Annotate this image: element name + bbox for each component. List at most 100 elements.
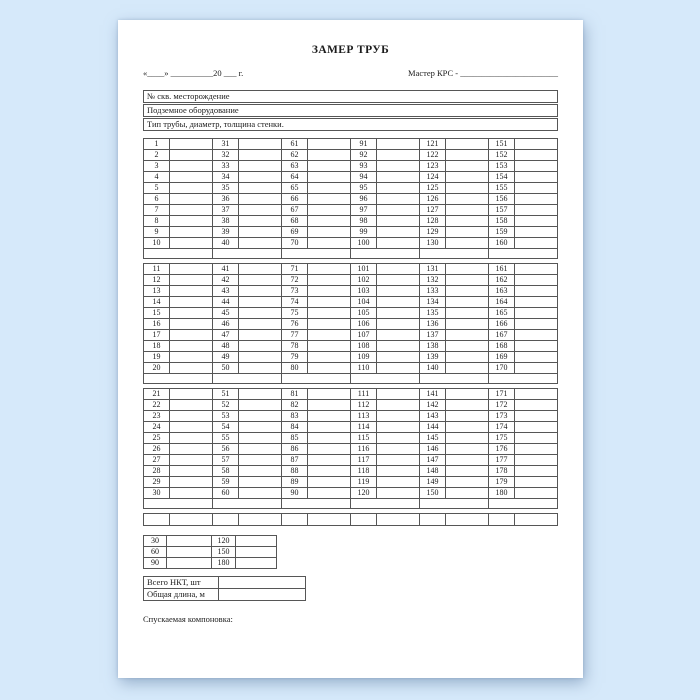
pipe-value-cell: [514, 138, 558, 150]
pipe-number-cell: 2: [143, 149, 170, 161]
totals-label-cell: Общая длина, м: [143, 588, 219, 601]
summary-row: 30 120: [143, 535, 277, 547]
summary-row: 60 150: [143, 546, 277, 558]
block-separator-cell: [419, 498, 489, 509]
block-separator-cell: [419, 248, 489, 259]
pipe-number-cell: 93: [350, 160, 377, 172]
pipe-number-cell: 150: [419, 487, 446, 499]
pipe-block-table: 11 41 71 101 131 161 12 42 72 102 132 162 13 43 73 103 1…: [143, 263, 558, 384]
page-title: ЗАМЕР ТРУБ: [311, 44, 390, 56]
extra-value-cell: [445, 513, 489, 526]
pipe-number-cell: 95: [350, 182, 377, 194]
summary-value-cell: [166, 546, 212, 558]
pipe-number-cell: 39: [212, 226, 239, 238]
pipe-value-cell: [514, 193, 558, 205]
pipe-value-cell: [169, 204, 213, 216]
pipe-value-cell: [514, 215, 558, 227]
totals-row: Общая длина, м: [143, 588, 306, 601]
pipe-value-cell: [376, 285, 420, 297]
pipe-number-cell: 141: [419, 388, 446, 400]
pipe-value-cell: [307, 138, 351, 150]
pipe-value-cell: [307, 318, 351, 330]
pipe-value-cell: [445, 307, 489, 319]
info-row-pipe-type: Тип трубы, диаметр, толщина стенки.: [143, 118, 558, 131]
pipe-number-cell: 52: [212, 399, 239, 411]
pipe-number-cell: 55: [212, 432, 239, 444]
pipe-number-cell: 176: [488, 443, 515, 455]
pipe-value-cell: [238, 362, 282, 374]
pipe-value-cell: [445, 263, 489, 275]
pipe-value-cell: [238, 443, 282, 455]
pipe-value-cell: [169, 226, 213, 238]
pipe-value-cell: [169, 307, 213, 319]
pipe-value-cell: [376, 421, 420, 433]
pipe-number-cell: 127: [419, 204, 446, 216]
pipe-value-cell: [376, 182, 420, 194]
totals-value-cell: [218, 576, 306, 589]
block-separator-cell: [488, 498, 558, 509]
pipe-number-cell: 70: [281, 237, 308, 249]
pipe-value-cell: [169, 340, 213, 352]
pipe-value-cell: [514, 160, 558, 172]
pipe-number-cell: 51: [212, 388, 239, 400]
pipe-number-cell: 134: [419, 296, 446, 308]
pipe-number-cell: 164: [488, 296, 515, 308]
pipe-number-cell: 68: [281, 215, 308, 227]
pipe-number-cell: 91: [350, 138, 377, 150]
block-separator-row: [143, 373, 558, 384]
pipe-number-cell: 156: [488, 193, 515, 205]
pipe-value-cell: [238, 193, 282, 205]
pipe-number-cell: 9: [143, 226, 170, 238]
pipe-value-cell: [238, 138, 282, 150]
pipe-value-cell: [514, 263, 558, 275]
extra-number-cell: [281, 513, 308, 526]
pipe-number-cell: 48: [212, 340, 239, 352]
pipe-number-cell: 42: [212, 274, 239, 286]
summary-value-cell: [235, 546, 277, 558]
pipe-value-cell: [445, 171, 489, 183]
pipe-number-cell: 24: [143, 421, 170, 433]
pipe-value-cell: [376, 465, 420, 477]
summary-row: 90 180: [143, 557, 277, 569]
pipe-number-cell: 12: [143, 274, 170, 286]
pipe-row: 1 31 61 91 121 151: [143, 138, 558, 150]
pipe-number-cell: 69: [281, 226, 308, 238]
pipe-value-cell: [169, 487, 213, 499]
pipe-row: 5 35 65 95 125 155: [143, 182, 558, 194]
pipe-row: 16 46 76 106 136 166: [143, 318, 558, 330]
pipe-value-cell: [445, 351, 489, 363]
pipe-number-cell: 169: [488, 351, 515, 363]
pipe-number-cell: 73: [281, 285, 308, 297]
summary-value-cell: [166, 535, 212, 547]
pipe-number-cell: 172: [488, 399, 515, 411]
pipe-row: 6 36 66 96 126 156: [143, 193, 558, 205]
pipe-number-cell: 33: [212, 160, 239, 172]
pipe-number-cell: 173: [488, 410, 515, 422]
pipe-value-cell: [514, 204, 558, 216]
pipe-number-cell: 81: [281, 388, 308, 400]
pipe-value-cell: [169, 296, 213, 308]
pipe-value-cell: [445, 285, 489, 297]
pipe-value-cell: [445, 204, 489, 216]
pipe-number-cell: 123: [419, 160, 446, 172]
pipe-value-cell: [445, 226, 489, 238]
pipe-value-cell: [445, 432, 489, 444]
pipe-number-cell: 133: [419, 285, 446, 297]
pipe-number-cell: 96: [350, 193, 377, 205]
pipe-value-cell: [169, 318, 213, 330]
summary-number-cell: 180: [211, 557, 236, 569]
pipe-value-cell: [238, 388, 282, 400]
block-separator-cell: [143, 248, 213, 259]
pipe-value-cell: [238, 263, 282, 275]
pipe-value-cell: [169, 410, 213, 422]
pipe-value-cell: [445, 149, 489, 161]
pipe-number-cell: 66: [281, 193, 308, 205]
pipe-row: 27 57 87 117 147 177: [143, 454, 558, 466]
pipe-row: 7 37 67 97 127 157: [143, 204, 558, 216]
pipe-value-cell: [445, 274, 489, 286]
pipe-value-cell: [376, 138, 420, 150]
pipe-number-cell: 28: [143, 465, 170, 477]
pipe-value-cell: [376, 487, 420, 499]
block-separator-cell: [350, 373, 420, 384]
pipe-number-cell: 80: [281, 362, 308, 374]
